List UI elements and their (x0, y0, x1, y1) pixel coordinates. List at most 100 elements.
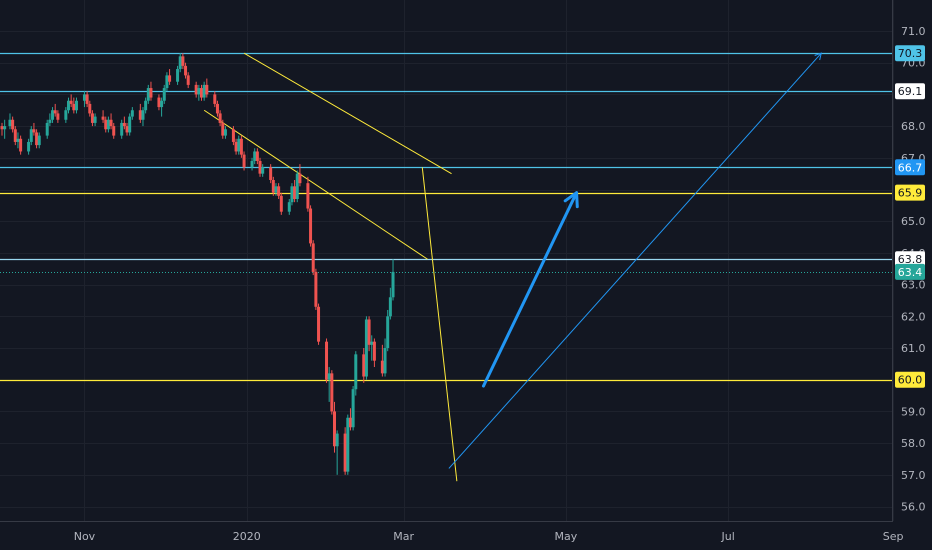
candle-body (8, 119, 12, 127)
candle-body (69, 100, 73, 104)
candle-body (314, 271, 318, 307)
candle-body (138, 110, 142, 120)
trend-line-channel-upper (243, 52, 452, 175)
candle-body (269, 167, 273, 180)
candle-body (64, 110, 68, 120)
candle-body (141, 110, 145, 120)
candle-body (287, 202, 291, 212)
candle-body (362, 354, 366, 377)
candle-body (146, 88, 150, 101)
candle-body (237, 138, 241, 152)
y-tick-label: 56.0 (901, 501, 926, 514)
candle-body (348, 417, 352, 428)
price-tag-label: 63.8 (898, 253, 923, 266)
candle-body (367, 319, 371, 345)
candle-body (330, 373, 334, 412)
x-tick-label: Sep (883, 530, 904, 543)
price-tag (895, 184, 925, 201)
price-tags: 70.3 69.1 66.7 65.9 63.8 60.0 63.4 (895, 45, 925, 388)
candle-body (223, 129, 227, 136)
candle-body (45, 122, 49, 136)
candle-body (130, 110, 134, 117)
projection-arrow (481, 52, 822, 388)
candle-body (184, 65, 188, 76)
trend-line-crash-line (421, 167, 458, 482)
candle-body (106, 119, 110, 130)
candle-body (306, 183, 310, 209)
candle-body (176, 69, 180, 82)
candle-body (309, 208, 313, 244)
candle-body (215, 103, 219, 114)
candle-body (290, 186, 294, 203)
candle-body (157, 97, 161, 108)
candle-body (380, 360, 384, 374)
candle-body (386, 316, 390, 348)
candle-body (186, 75, 190, 85)
candle-body (317, 306, 321, 342)
price-tag (895, 371, 925, 388)
x-tick-label: Nov (74, 530, 96, 543)
candle-body (72, 103, 76, 111)
candle-body (327, 373, 331, 380)
projection-arrow-head (814, 52, 822, 61)
time-axis[interactable]: Nov2020MarMayJulSepNov (74, 530, 932, 543)
candle-body (370, 341, 374, 345)
candle-body (200, 88, 203, 98)
price-tag-label: 69.1 (898, 85, 923, 98)
candle-body (335, 433, 339, 447)
candle-body (239, 138, 243, 155)
candle-body (53, 110, 57, 114)
candle-body (213, 94, 217, 104)
price-tag (895, 83, 925, 100)
grid-lines (0, 0, 894, 521)
candle-body (160, 100, 164, 108)
trend-lines (203, 52, 822, 482)
candle-body (391, 271, 395, 298)
candle-body (56, 113, 60, 120)
x-tick-label: May (555, 530, 578, 543)
price-tag (895, 159, 925, 176)
candle-body (122, 122, 126, 127)
candle-body (165, 75, 169, 89)
candle-body (333, 411, 336, 447)
trend-line-channel-lower (203, 109, 428, 260)
candle-body (202, 84, 206, 98)
candle-body (231, 129, 235, 142)
y-tick-label: 62.0 (901, 310, 926, 323)
candle-body (27, 141, 31, 152)
candle-body (221, 122, 225, 136)
candle-body (37, 135, 41, 146)
candle-body (85, 94, 89, 104)
price-tag-label: 70.3 (898, 47, 923, 60)
candle-body (205, 84, 209, 95)
candle-body (90, 113, 94, 123)
candle-body (372, 341, 376, 361)
candle-body (101, 116, 105, 120)
candle-body (168, 75, 172, 82)
candle-body (293, 186, 297, 200)
candle-body (295, 173, 299, 200)
candle-body (242, 154, 246, 168)
candle-body (234, 141, 238, 152)
trend-line-recovery-projection (448, 52, 822, 469)
candle-body (125, 126, 129, 133)
candle-body (3, 126, 7, 130)
candle-body (144, 100, 148, 111)
candle-body (74, 100, 78, 111)
price-tag-label: 65.9 (898, 187, 923, 200)
arrow-head (563, 191, 579, 209)
candle-body (346, 417, 350, 472)
candle-body (194, 84, 198, 95)
price-tag (895, 45, 925, 62)
candle-body (383, 348, 387, 374)
candle-body (364, 319, 368, 377)
candle-body (258, 160, 262, 174)
x-tick-label: Mar (393, 530, 414, 543)
candle-body (162, 88, 166, 101)
candle-body (311, 243, 315, 272)
price-tag (895, 251, 925, 268)
candle-body (253, 151, 257, 161)
candle-body (120, 122, 124, 136)
